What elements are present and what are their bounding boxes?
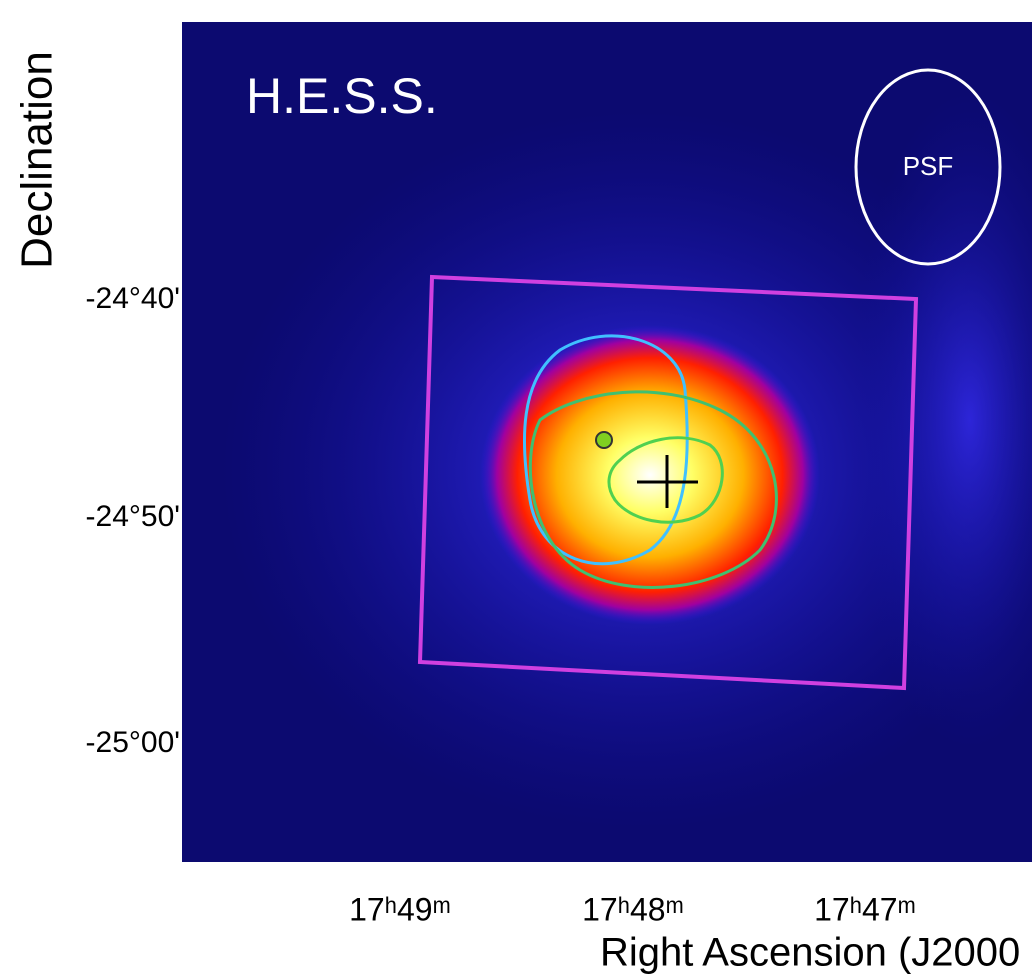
y-tick-label: -25°00' (86, 726, 180, 759)
instrument-label: H.E.S.S. (246, 68, 438, 124)
x-tick-label: 17ʰ49ᵐ (349, 891, 451, 927)
x-tick-label: 17ʰ47ᵐ (814, 891, 916, 927)
sky-map-figure: PSF H.E.S.S. Declination -24°40' -24°50'… (0, 0, 1032, 980)
y-tick-label: -24°50' (86, 500, 180, 533)
x-axis-title: Right Ascension (J2000 (600, 931, 1020, 975)
psf-label: PSF (903, 151, 954, 181)
y-tick-label: -24°40' (86, 282, 180, 315)
source-marker (596, 432, 612, 448)
y-axis-title: Declination (13, 51, 62, 269)
x-tick-label: 17ʰ48ᵐ (582, 891, 684, 927)
